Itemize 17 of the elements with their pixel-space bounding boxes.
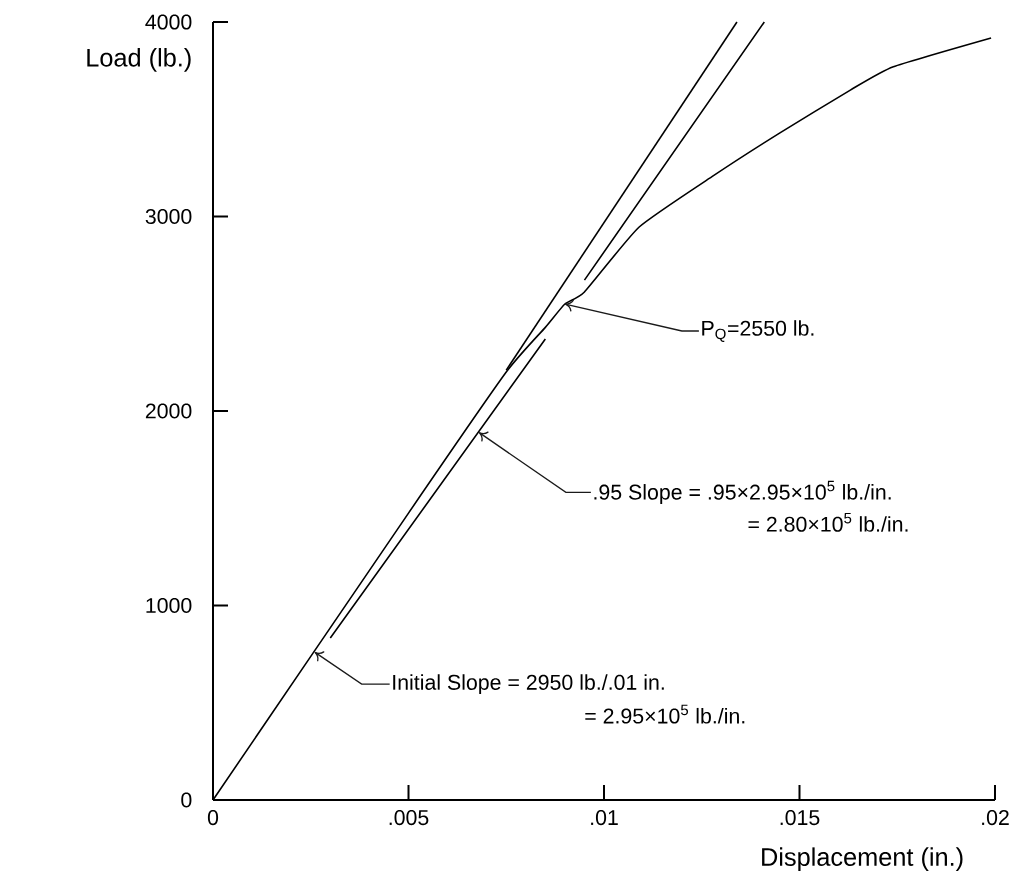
y-axis-title: Load (lb.) bbox=[87, 48, 191, 72]
y-tick-label: 0 bbox=[181, 792, 192, 808]
x-tick-label: .01 bbox=[591, 810, 618, 826]
x-tick-label: .02 bbox=[982, 810, 1009, 826]
x-axis-title: Displacement (in.) bbox=[762, 847, 963, 871]
annotation: .95 Slope = .95×2.95×10$^{5}$ lb./in. bbox=[594, 480, 891, 504]
annotation: = 2.95×10$^{5}$ lb./in. bbox=[585, 704, 745, 724]
y-tick-label: 1000 bbox=[146, 597, 192, 614]
y-tick-label: 4000 bbox=[145, 14, 192, 30]
y-tick-label: 3000 bbox=[145, 208, 192, 225]
annotation: = 2.80×10$^{5}$ lb./in. bbox=[748, 512, 908, 532]
x-tick-label: .015 bbox=[780, 810, 820, 826]
y-tick-label: 2000 bbox=[145, 403, 192, 419]
x-tick-label: 0 bbox=[207, 810, 219, 826]
x-tick-label: .005 bbox=[389, 810, 429, 826]
annotation: Initial Slope = 2950 lb./.01 in. bbox=[393, 674, 664, 695]
annotation: P$_{Q}$=2550 lb. bbox=[702, 320, 814, 342]
